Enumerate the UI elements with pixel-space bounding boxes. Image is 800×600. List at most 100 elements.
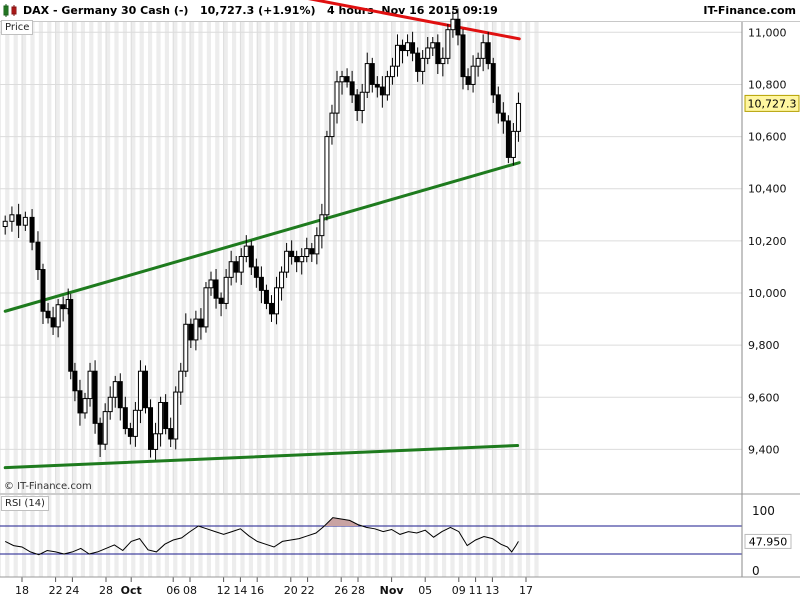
candle-body xyxy=(299,256,305,263)
candle-body xyxy=(400,44,406,52)
day-shade xyxy=(13,22,18,493)
day-shade xyxy=(122,22,127,493)
candle-body xyxy=(22,216,28,226)
day-shade xyxy=(517,495,522,577)
x-tick-label: 22 xyxy=(49,584,63,597)
day-shade xyxy=(5,22,10,493)
day-shade xyxy=(215,495,220,577)
candle-body xyxy=(284,250,290,273)
candle-body xyxy=(153,433,159,450)
day-shade xyxy=(30,495,35,577)
x-tick-label: 14 xyxy=(233,584,247,597)
candle-body xyxy=(500,112,506,122)
candle-body xyxy=(50,317,56,328)
candle-body xyxy=(309,248,315,255)
candle-body xyxy=(87,370,93,400)
day-shade xyxy=(475,22,480,493)
day-shade xyxy=(450,495,455,577)
candle-body xyxy=(40,269,46,312)
day-shade xyxy=(492,495,497,577)
x-tick-label: Nov xyxy=(380,584,405,597)
candle-body xyxy=(274,287,280,315)
candle-body xyxy=(248,245,254,268)
day-shade xyxy=(215,22,220,493)
day-shade xyxy=(164,22,169,493)
x-tick-label: 13 xyxy=(485,584,499,597)
day-shade xyxy=(324,495,329,577)
day-shade xyxy=(467,495,472,577)
rsi-series xyxy=(0,517,742,556)
day-shade xyxy=(433,22,438,493)
x-tick-label: 26 xyxy=(334,584,348,597)
day-shade xyxy=(106,495,111,577)
day-shade xyxy=(458,22,463,493)
day-shade xyxy=(492,22,497,493)
day-shade xyxy=(391,495,396,577)
rsi-line xyxy=(4,517,519,556)
day-shade xyxy=(232,22,237,493)
rsi-panel-label: RSI (14) xyxy=(1,496,49,511)
day-shade xyxy=(408,22,413,493)
candle-body xyxy=(263,289,269,304)
day-shade xyxy=(164,495,169,577)
candle-body xyxy=(485,42,491,65)
day-shade xyxy=(206,22,211,493)
candle-body xyxy=(470,65,476,85)
candle-body xyxy=(102,411,108,445)
candle-body xyxy=(329,112,335,138)
candle-body xyxy=(450,18,456,31)
candle-body xyxy=(480,42,486,59)
candle-body xyxy=(415,52,421,72)
day-shade xyxy=(442,495,447,577)
candle-body xyxy=(122,407,128,430)
candle-body xyxy=(233,261,239,273)
price-panel xyxy=(0,22,742,493)
y-tick-label: 9,800 xyxy=(748,339,780,352)
candle-body xyxy=(127,428,133,437)
day-shade xyxy=(341,495,346,577)
price-panel-label: Price xyxy=(1,20,34,35)
candle-body xyxy=(55,304,61,328)
day-shade xyxy=(358,495,363,577)
candle-body xyxy=(475,57,481,67)
x-tick-label: 18 xyxy=(15,584,29,597)
day-shade xyxy=(349,495,354,577)
day-shade xyxy=(139,22,144,493)
price-change: (+1.91%) xyxy=(258,4,316,17)
day-shade xyxy=(299,495,304,577)
candle-body xyxy=(148,407,154,450)
candle-body xyxy=(495,94,501,114)
day-shade xyxy=(47,22,52,493)
y-tick-label: 10,000 xyxy=(748,287,787,300)
candle-body xyxy=(72,370,78,392)
day-shade xyxy=(324,22,329,493)
candle-body xyxy=(465,76,471,85)
day-shade xyxy=(391,22,396,493)
day-shade xyxy=(341,22,346,493)
candle-body xyxy=(218,297,224,304)
y-tick-label: 10,800 xyxy=(748,78,787,91)
day-shade xyxy=(400,495,405,577)
candle-body xyxy=(379,86,385,96)
day-shade xyxy=(223,495,228,577)
rsi-tick-label: 0 xyxy=(752,564,760,578)
day-shade xyxy=(534,22,539,493)
day-shade xyxy=(89,495,94,577)
day-shade xyxy=(97,22,102,493)
day-shade xyxy=(316,495,321,577)
candle-body xyxy=(505,120,511,158)
trendline-lower-support xyxy=(3,444,520,470)
axes: 9,400 9,600 9,800 10,000 10,200 10,400 10,600 1… xyxy=(0,22,800,597)
day-shade xyxy=(55,22,60,493)
candle-body xyxy=(344,76,350,83)
chart-header: DAX - Germany 30 Cash (-) 10,727.3 (+1.9… xyxy=(0,0,800,22)
day-shade xyxy=(181,22,186,493)
day-shade xyxy=(72,22,77,493)
candle-body xyxy=(82,398,88,414)
candle-body xyxy=(77,390,83,414)
x-tick-label: 16 xyxy=(250,584,264,597)
x-tick-label: 24 xyxy=(65,584,79,597)
candle-body xyxy=(384,76,390,96)
candle-body xyxy=(410,42,416,54)
